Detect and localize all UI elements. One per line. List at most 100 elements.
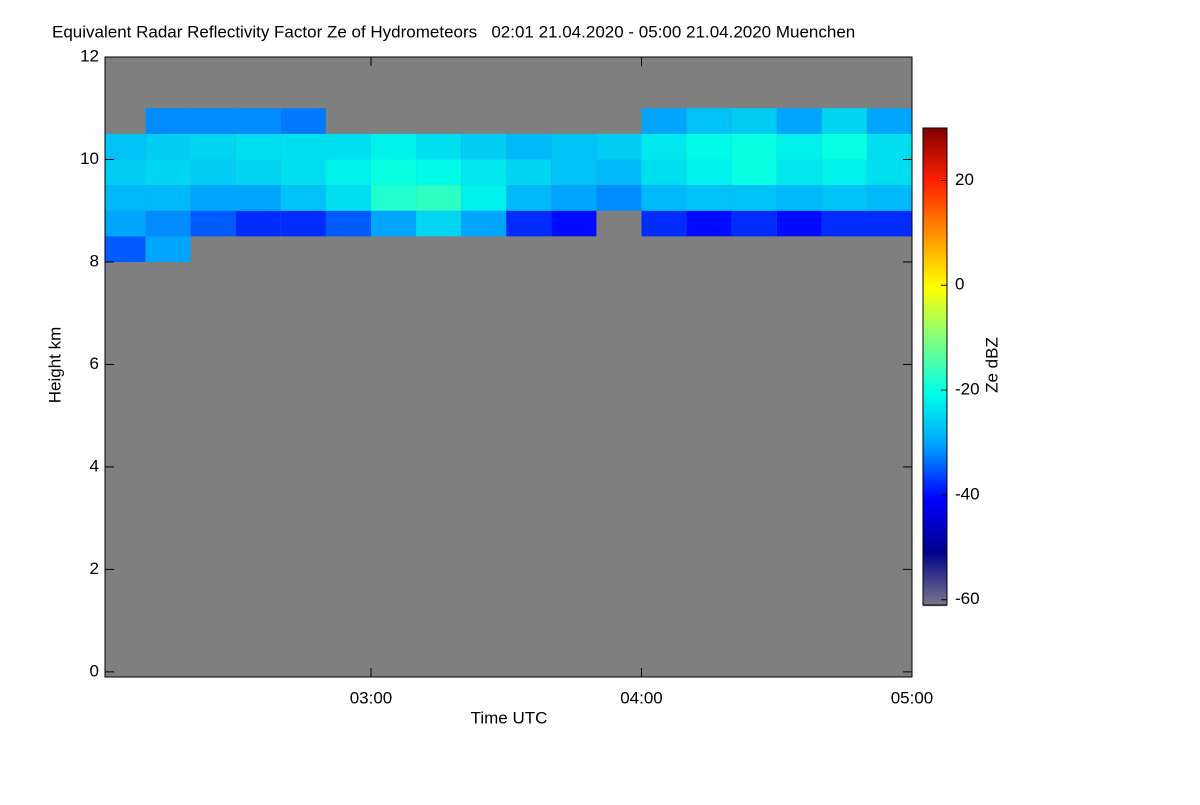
heatmap-cell — [596, 133, 642, 160]
colorbar-segment — [923, 590, 947, 593]
colorbar-segment — [923, 330, 947, 333]
heatmap-cell — [866, 108, 912, 134]
colorbar-segment — [923, 258, 947, 261]
colorbar-segment — [923, 440, 947, 443]
heatmap-cell — [731, 108, 777, 134]
colorbar-segment — [923, 148, 947, 151]
heatmap-cell — [641, 210, 687, 237]
colorbar-segment — [923, 196, 947, 199]
colorbar-segment — [923, 398, 947, 401]
colorbar-tick-label: 0 — [955, 275, 964, 294]
colorbar-tick-label: -20 — [955, 380, 980, 399]
y-tick-label: 8 — [90, 251, 99, 270]
heatmap-cell — [551, 210, 597, 237]
colorbar-segment — [923, 512, 947, 515]
heatmap-cell — [686, 210, 732, 237]
colorbar-segment — [923, 592, 947, 595]
colorbar-segment — [923, 432, 947, 435]
heatmap-cell — [235, 210, 281, 237]
x-axis-label: Time UTC — [471, 708, 548, 727]
colorbar-segment — [923, 332, 947, 335]
colorbar-segment — [923, 200, 947, 203]
colorbar-segment — [923, 210, 947, 213]
colorbar-segment — [923, 130, 947, 133]
colorbar-segment — [923, 224, 947, 227]
colorbar-segment — [923, 172, 947, 175]
colorbar-segment — [923, 352, 947, 355]
colorbar-segment — [923, 128, 947, 131]
colorbar-segment — [923, 314, 947, 317]
colorbar-segment — [923, 370, 947, 373]
colorbar-segment — [923, 312, 947, 315]
heatmap-cell — [461, 210, 507, 237]
colorbar-segment — [923, 400, 947, 403]
colorbar-segment — [923, 548, 947, 551]
colorbar-segment — [923, 402, 947, 405]
colorbar-segment — [923, 142, 947, 145]
colorbar-segment — [923, 510, 947, 513]
heatmap-cell — [821, 210, 867, 237]
heatmap-cell — [370, 210, 417, 237]
colorbar-segment — [923, 208, 947, 211]
colorbar-segment — [923, 494, 947, 497]
colorbar-segment — [923, 340, 947, 343]
heatmap-cell — [105, 236, 146, 262]
colorbar-segment — [923, 412, 947, 415]
colorbar-segment — [923, 294, 947, 297]
colorbar-segment — [923, 444, 947, 447]
heatmap-cell — [235, 133, 281, 160]
colorbar-segment — [923, 528, 947, 531]
colorbar-segment — [923, 178, 947, 181]
colorbar-segment — [923, 600, 947, 603]
colorbar-segment — [923, 358, 947, 361]
colorbar-segment — [923, 478, 947, 481]
heatmap-cell — [105, 210, 146, 237]
heatmap-cell — [280, 108, 326, 134]
plot-frame — [104, 56, 913, 678]
heatmap-cell — [731, 159, 777, 186]
colorbar-frame — [922, 127, 948, 606]
colorbar-segment — [923, 428, 947, 431]
x-tick-label: 03:00 — [350, 688, 393, 707]
colorbar-segment — [923, 324, 947, 327]
heatmap-cell — [641, 159, 687, 186]
heatmap-cell — [641, 185, 687, 211]
colorbar-segment — [923, 310, 947, 313]
heatmap-cell — [686, 108, 732, 134]
colorbar-segment — [923, 220, 947, 223]
colorbar-segment — [923, 222, 947, 225]
colorbar-segment — [923, 278, 947, 281]
heatmap-cell — [280, 133, 326, 160]
heatmap-cell — [551, 159, 597, 186]
colorbar-segment — [923, 230, 947, 233]
colorbar-segment — [923, 320, 947, 323]
colorbar-segment — [923, 534, 947, 537]
x-tick-label: 05:00 — [891, 688, 934, 707]
y-tick-label: 6 — [90, 354, 99, 373]
colorbar-segment — [923, 524, 947, 527]
colorbar-segment — [923, 492, 947, 495]
colorbar-segment — [923, 156, 947, 159]
colorbar-tick-label: 20 — [955, 170, 974, 189]
colorbar-segment — [923, 562, 947, 565]
colorbar-segment — [923, 392, 947, 395]
colorbar-segment — [923, 582, 947, 585]
colorbar-segment — [923, 550, 947, 553]
colorbar-segment — [923, 318, 947, 321]
colorbar-segment — [923, 504, 947, 507]
colorbar-segment — [923, 366, 947, 369]
colorbar-segment — [923, 282, 947, 285]
heatmap-cell — [145, 133, 191, 160]
colorbar-segment — [923, 442, 947, 445]
heatmap-cell — [731, 185, 777, 211]
colorbar-segment — [923, 574, 947, 577]
colorbar-segment — [923, 266, 947, 269]
heatmap-cell — [461, 159, 507, 186]
colorbar-segment — [923, 186, 947, 189]
colorbar-segment — [923, 162, 947, 165]
heatmap-cell — [190, 210, 236, 237]
colorbar-segment — [923, 170, 947, 173]
heatmap-cell — [280, 159, 326, 186]
colorbar-segment — [923, 254, 947, 257]
